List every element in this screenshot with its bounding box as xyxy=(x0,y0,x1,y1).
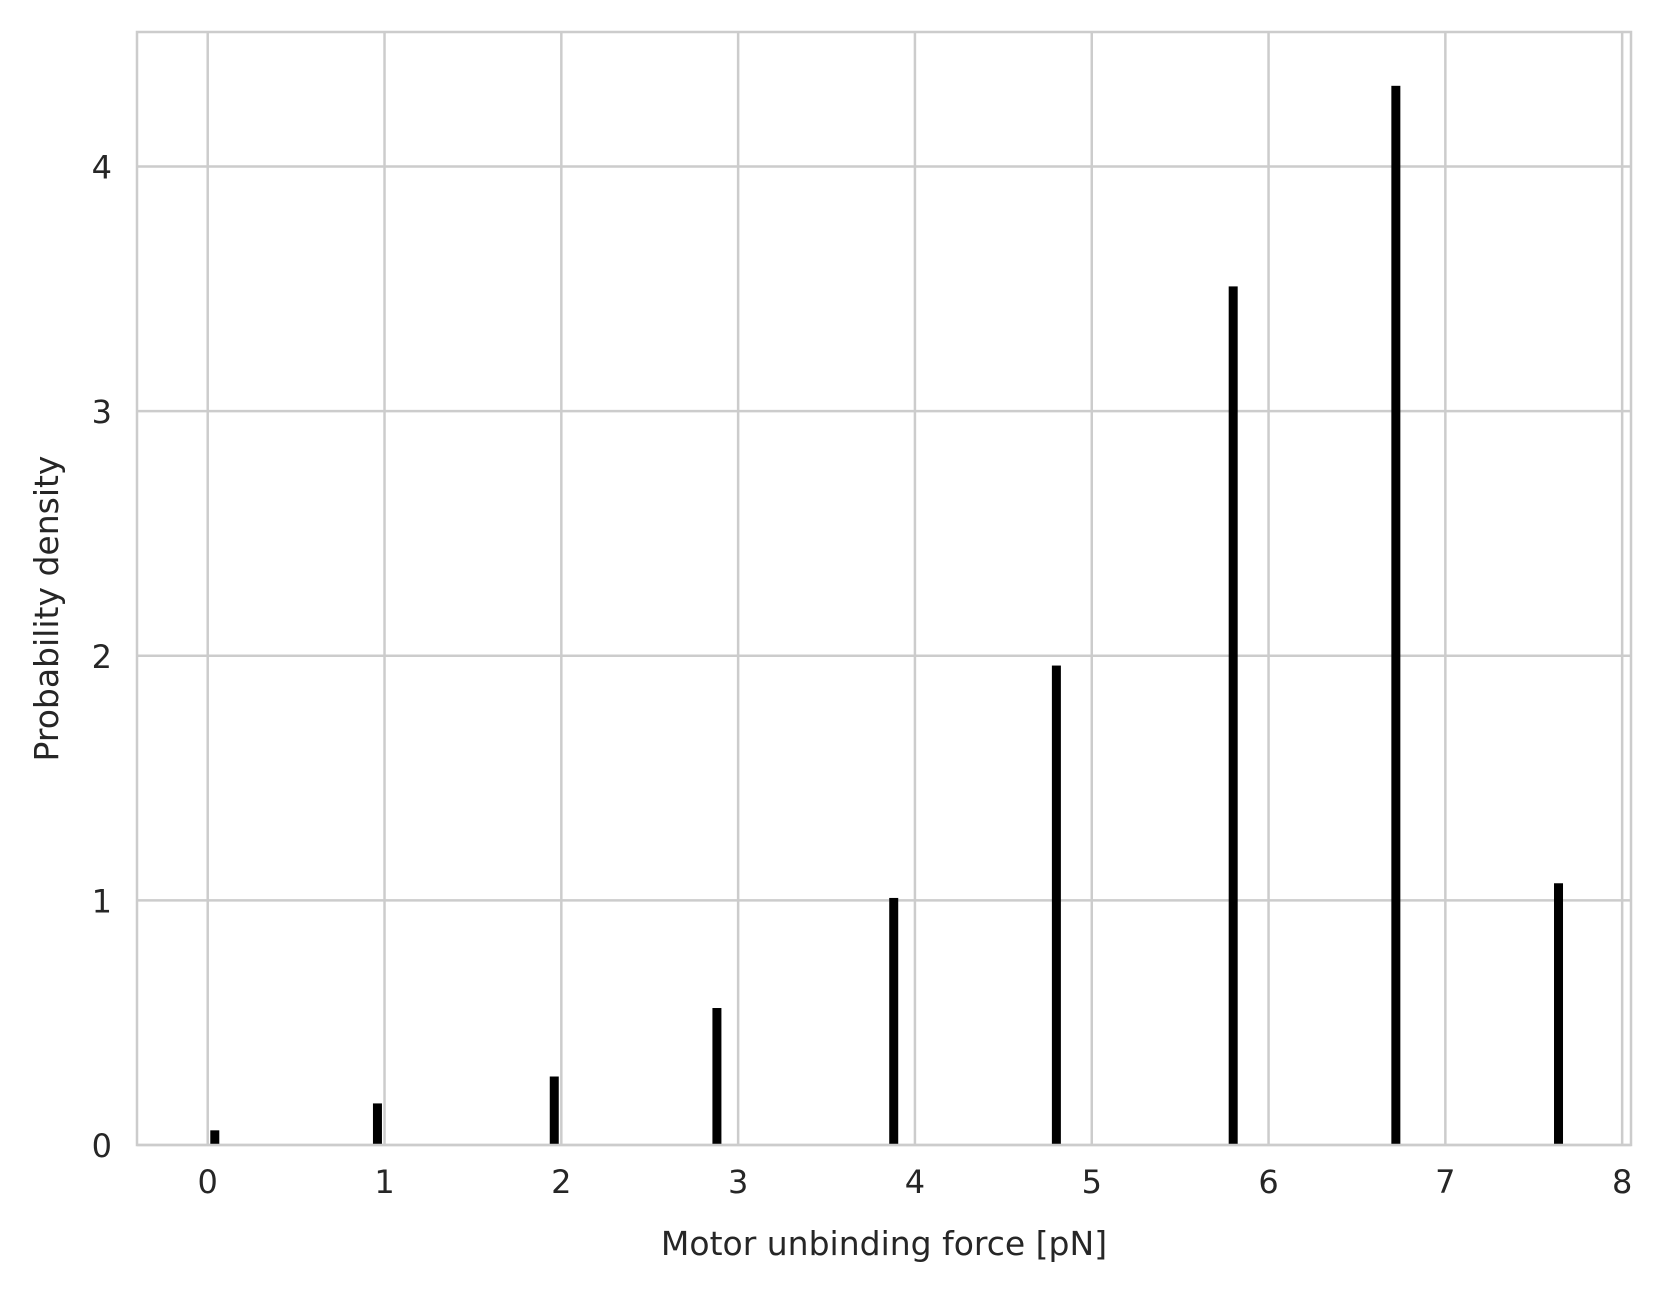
x-tick-labels: 0 1 2 3 4 5 6 7 8 xyxy=(198,1163,1633,1201)
x-tick-label-3: 3 xyxy=(728,1163,748,1201)
y-tick-label-2: 2 xyxy=(92,638,112,676)
y-axis-label: Probability density xyxy=(27,456,66,762)
x-tick-label-7: 7 xyxy=(1435,1163,1455,1201)
x-tick-label-0: 0 xyxy=(198,1163,218,1201)
bar-0 xyxy=(210,1130,220,1145)
x-axis-label: Motor unbinding force [pN] xyxy=(661,1224,1107,1263)
bar-5 xyxy=(1051,665,1061,1145)
grid xyxy=(137,32,1631,1147)
x-tick-label-8: 8 xyxy=(1612,1163,1632,1201)
bar-3 xyxy=(712,1008,722,1145)
x-tick-label-1: 1 xyxy=(374,1163,394,1201)
bar-4 xyxy=(889,897,899,1145)
bar-8 xyxy=(1554,883,1564,1145)
y-tick-label-1: 1 xyxy=(92,882,112,920)
x-tick-label-2: 2 xyxy=(551,1163,571,1201)
x-tick-label-4: 4 xyxy=(905,1163,925,1201)
bar-1 xyxy=(372,1103,382,1145)
x-tick-label-5: 5 xyxy=(1082,1163,1102,1201)
y-tick-label-3: 3 xyxy=(92,393,112,431)
y-tick-label-0: 0 xyxy=(92,1127,112,1165)
bar-7 xyxy=(1391,85,1401,1145)
y-tick-labels: 0 1 2 3 4 xyxy=(92,149,112,1165)
bar-6 xyxy=(1228,286,1238,1145)
x-tick-label-6: 6 xyxy=(1258,1163,1278,1201)
bar-2 xyxy=(549,1076,559,1145)
y-tick-label-4: 4 xyxy=(92,149,112,187)
plot-frame xyxy=(135,30,1633,1147)
bars xyxy=(210,85,1564,1145)
